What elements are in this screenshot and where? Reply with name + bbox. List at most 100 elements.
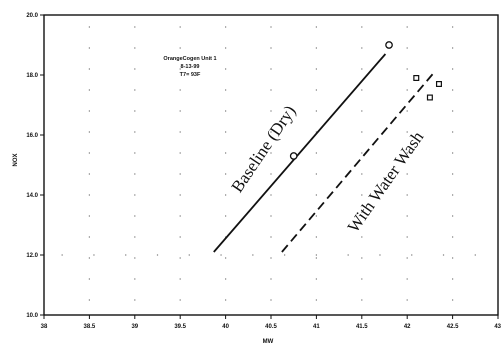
grid-dot — [134, 194, 136, 196]
grid-dot — [270, 236, 272, 238]
grid-dot — [88, 173, 90, 175]
grid-dot — [452, 236, 454, 238]
grid-dot — [315, 152, 317, 154]
grid-dot — [452, 278, 454, 280]
grid-dot — [452, 152, 454, 154]
grid-dot — [315, 89, 317, 91]
grid-dot — [88, 110, 90, 112]
grid-dot — [134, 236, 136, 238]
y-tick-label: 18.0 — [26, 73, 38, 79]
grid-dot — [179, 26, 181, 28]
grid-dot — [442, 254, 445, 256]
annotation-line-1: OrangeCogen Unit 1 — [163, 56, 216, 62]
annotation-line-3: T7= 93F — [180, 72, 201, 78]
grid-dot — [379, 254, 381, 256]
grid-dot — [179, 278, 181, 280]
grid-dot — [361, 278, 363, 280]
grid-dot — [452, 299, 454, 301]
grid-dot — [134, 299, 136, 301]
grid-dot — [179, 257, 181, 259]
grid-dot — [406, 47, 408, 49]
grid-dot — [225, 68, 227, 70]
grid-dot — [315, 68, 317, 70]
grid-dot — [179, 194, 181, 196]
grid-dot — [134, 110, 136, 112]
grid-dot — [474, 254, 476, 256]
grid-dot — [270, 257, 272, 259]
grid-dot — [225, 257, 227, 259]
grid-dot — [315, 257, 317, 259]
grid-dot — [452, 131, 454, 133]
grid-dot — [284, 254, 286, 256]
grid-dot — [452, 215, 454, 217]
grid-dot — [406, 131, 408, 133]
data-point-water-wash — [426, 94, 433, 101]
grid-dot — [361, 89, 363, 91]
grid-dot — [88, 68, 90, 70]
grid-dot — [134, 26, 136, 28]
grid-dot — [88, 47, 90, 49]
grid-dot — [315, 110, 317, 112]
grid-dot — [134, 215, 136, 217]
grid-dot — [270, 26, 272, 28]
grid-dot — [315, 254, 317, 256]
x-tick-label: 38.5 — [84, 324, 96, 330]
series-label-baseline: Baseline (Dry) — [227, 102, 299, 196]
grid-dot — [315, 236, 317, 238]
series-line-baseline — [213, 53, 387, 253]
grid-dot — [361, 194, 363, 196]
grid-dot — [361, 299, 363, 301]
grid-dot — [125, 254, 127, 256]
grid-dot — [225, 47, 227, 49]
grid-dot — [452, 26, 454, 28]
grid-dot — [315, 131, 317, 133]
series-line-water-wash — [281, 71, 436, 253]
grid-dot — [225, 26, 227, 28]
grid-dot — [179, 236, 181, 238]
grid-dot — [361, 26, 363, 28]
grid-dot — [361, 152, 363, 154]
x-tick-label: 41.5 — [356, 324, 368, 330]
y-axis: 10.0 12.0 14.0 16.0 18.0 20.0 — [26, 13, 44, 319]
grid-dot — [315, 26, 317, 28]
grid-dot — [88, 152, 90, 154]
grid-dot — [361, 110, 363, 112]
x-tick-label: 38 — [41, 324, 48, 330]
grid-dot — [452, 68, 454, 70]
x-axis: 38 38.5 39 39.5 40 40.5 41 41.5 42 42.5 43 — [41, 315, 502, 330]
grid-dot — [270, 278, 272, 280]
y-tick-label: 20.0 — [26, 13, 38, 19]
x-tick-label: 39 — [131, 324, 138, 330]
grid-dot — [88, 26, 90, 28]
grid-dot — [179, 215, 181, 217]
data-point-baseline — [385, 41, 393, 49]
grid-dot — [134, 89, 136, 91]
series-layer — [213, 41, 442, 253]
grid-dot — [134, 278, 136, 280]
x-tick-label: 39.5 — [174, 324, 186, 330]
grid-dot — [270, 89, 272, 91]
annotation-block: OrangeCogen Unit 1 8-13-99 T7= 93F — [163, 56, 216, 78]
grid-dot — [134, 173, 136, 175]
grid-dot — [179, 89, 181, 91]
grid-dot — [406, 299, 408, 301]
grid-dot — [406, 173, 408, 175]
grid-dot — [406, 110, 408, 112]
grid-dot — [347, 254, 349, 256]
grid-dot — [406, 26, 408, 28]
x-tick-label: 42.5 — [447, 324, 459, 330]
grid-dot — [361, 131, 363, 133]
grid-dot — [179, 173, 181, 175]
grid-dot — [88, 236, 90, 238]
grid-dot — [452, 257, 454, 259]
grid-dot — [179, 68, 181, 70]
grid-dot — [134, 68, 136, 70]
grid-dot — [156, 254, 159, 256]
grid-dot — [452, 194, 454, 196]
grid-dot — [270, 299, 272, 301]
grid-dot — [406, 68, 408, 70]
grid-dot — [225, 215, 227, 217]
data-point-baseline — [289, 152, 298, 160]
grid-dot — [406, 257, 408, 259]
